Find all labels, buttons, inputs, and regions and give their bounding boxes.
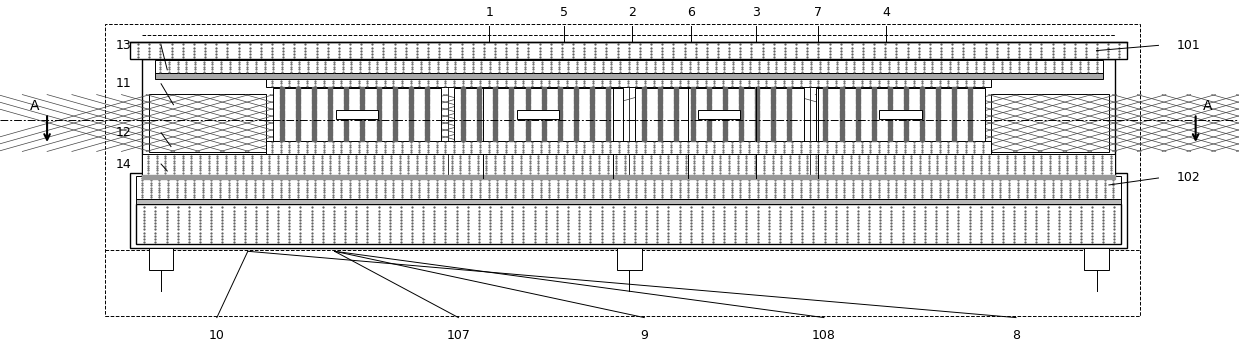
Bar xyxy=(149,248,173,270)
Bar xyxy=(266,141,991,154)
Bar xyxy=(991,94,1109,152)
Bar xyxy=(273,88,441,141)
Text: 3: 3 xyxy=(752,6,760,19)
Bar xyxy=(149,94,266,152)
Bar xyxy=(817,88,985,141)
Bar xyxy=(142,154,1115,174)
Text: 8: 8 xyxy=(1012,328,1020,342)
Bar xyxy=(130,42,1127,59)
Text: 102: 102 xyxy=(1177,171,1201,185)
Text: 11: 11 xyxy=(116,77,131,90)
Text: 10: 10 xyxy=(209,328,224,342)
Bar xyxy=(105,24,1140,316)
Bar xyxy=(617,248,642,270)
Text: 101: 101 xyxy=(1177,39,1201,52)
Bar xyxy=(636,88,804,141)
Text: 13: 13 xyxy=(116,39,131,52)
Bar xyxy=(453,88,623,141)
Bar xyxy=(266,79,991,87)
Bar xyxy=(155,73,1103,79)
Bar xyxy=(155,60,1103,73)
Text: 107: 107 xyxy=(446,328,471,342)
Text: 5: 5 xyxy=(560,6,567,19)
Text: 6: 6 xyxy=(688,6,695,19)
Bar xyxy=(136,204,1121,244)
Text: 1: 1 xyxy=(486,6,493,19)
Text: 108: 108 xyxy=(812,328,836,342)
Text: 9: 9 xyxy=(641,328,648,342)
Bar xyxy=(699,110,741,119)
Bar xyxy=(136,199,1121,204)
Text: 2: 2 xyxy=(628,6,636,19)
Bar xyxy=(130,173,1127,248)
Bar xyxy=(1084,248,1109,270)
Text: A: A xyxy=(30,99,40,113)
Text: A: A xyxy=(1203,99,1213,113)
Bar xyxy=(142,59,1115,223)
Bar xyxy=(880,110,922,119)
Bar xyxy=(336,110,378,119)
Bar xyxy=(517,110,559,119)
Text: 4: 4 xyxy=(882,6,890,19)
Text: 12: 12 xyxy=(116,126,131,139)
Text: 14: 14 xyxy=(116,157,131,171)
Text: 7: 7 xyxy=(814,6,821,19)
Bar xyxy=(136,176,1121,199)
